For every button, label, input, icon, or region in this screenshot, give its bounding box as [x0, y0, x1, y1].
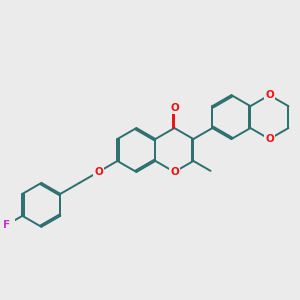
Text: O: O [170, 103, 179, 113]
Text: O: O [265, 134, 274, 144]
Text: O: O [94, 167, 103, 177]
Text: O: O [265, 90, 274, 100]
Text: F: F [3, 220, 10, 230]
Text: O: O [170, 167, 179, 177]
